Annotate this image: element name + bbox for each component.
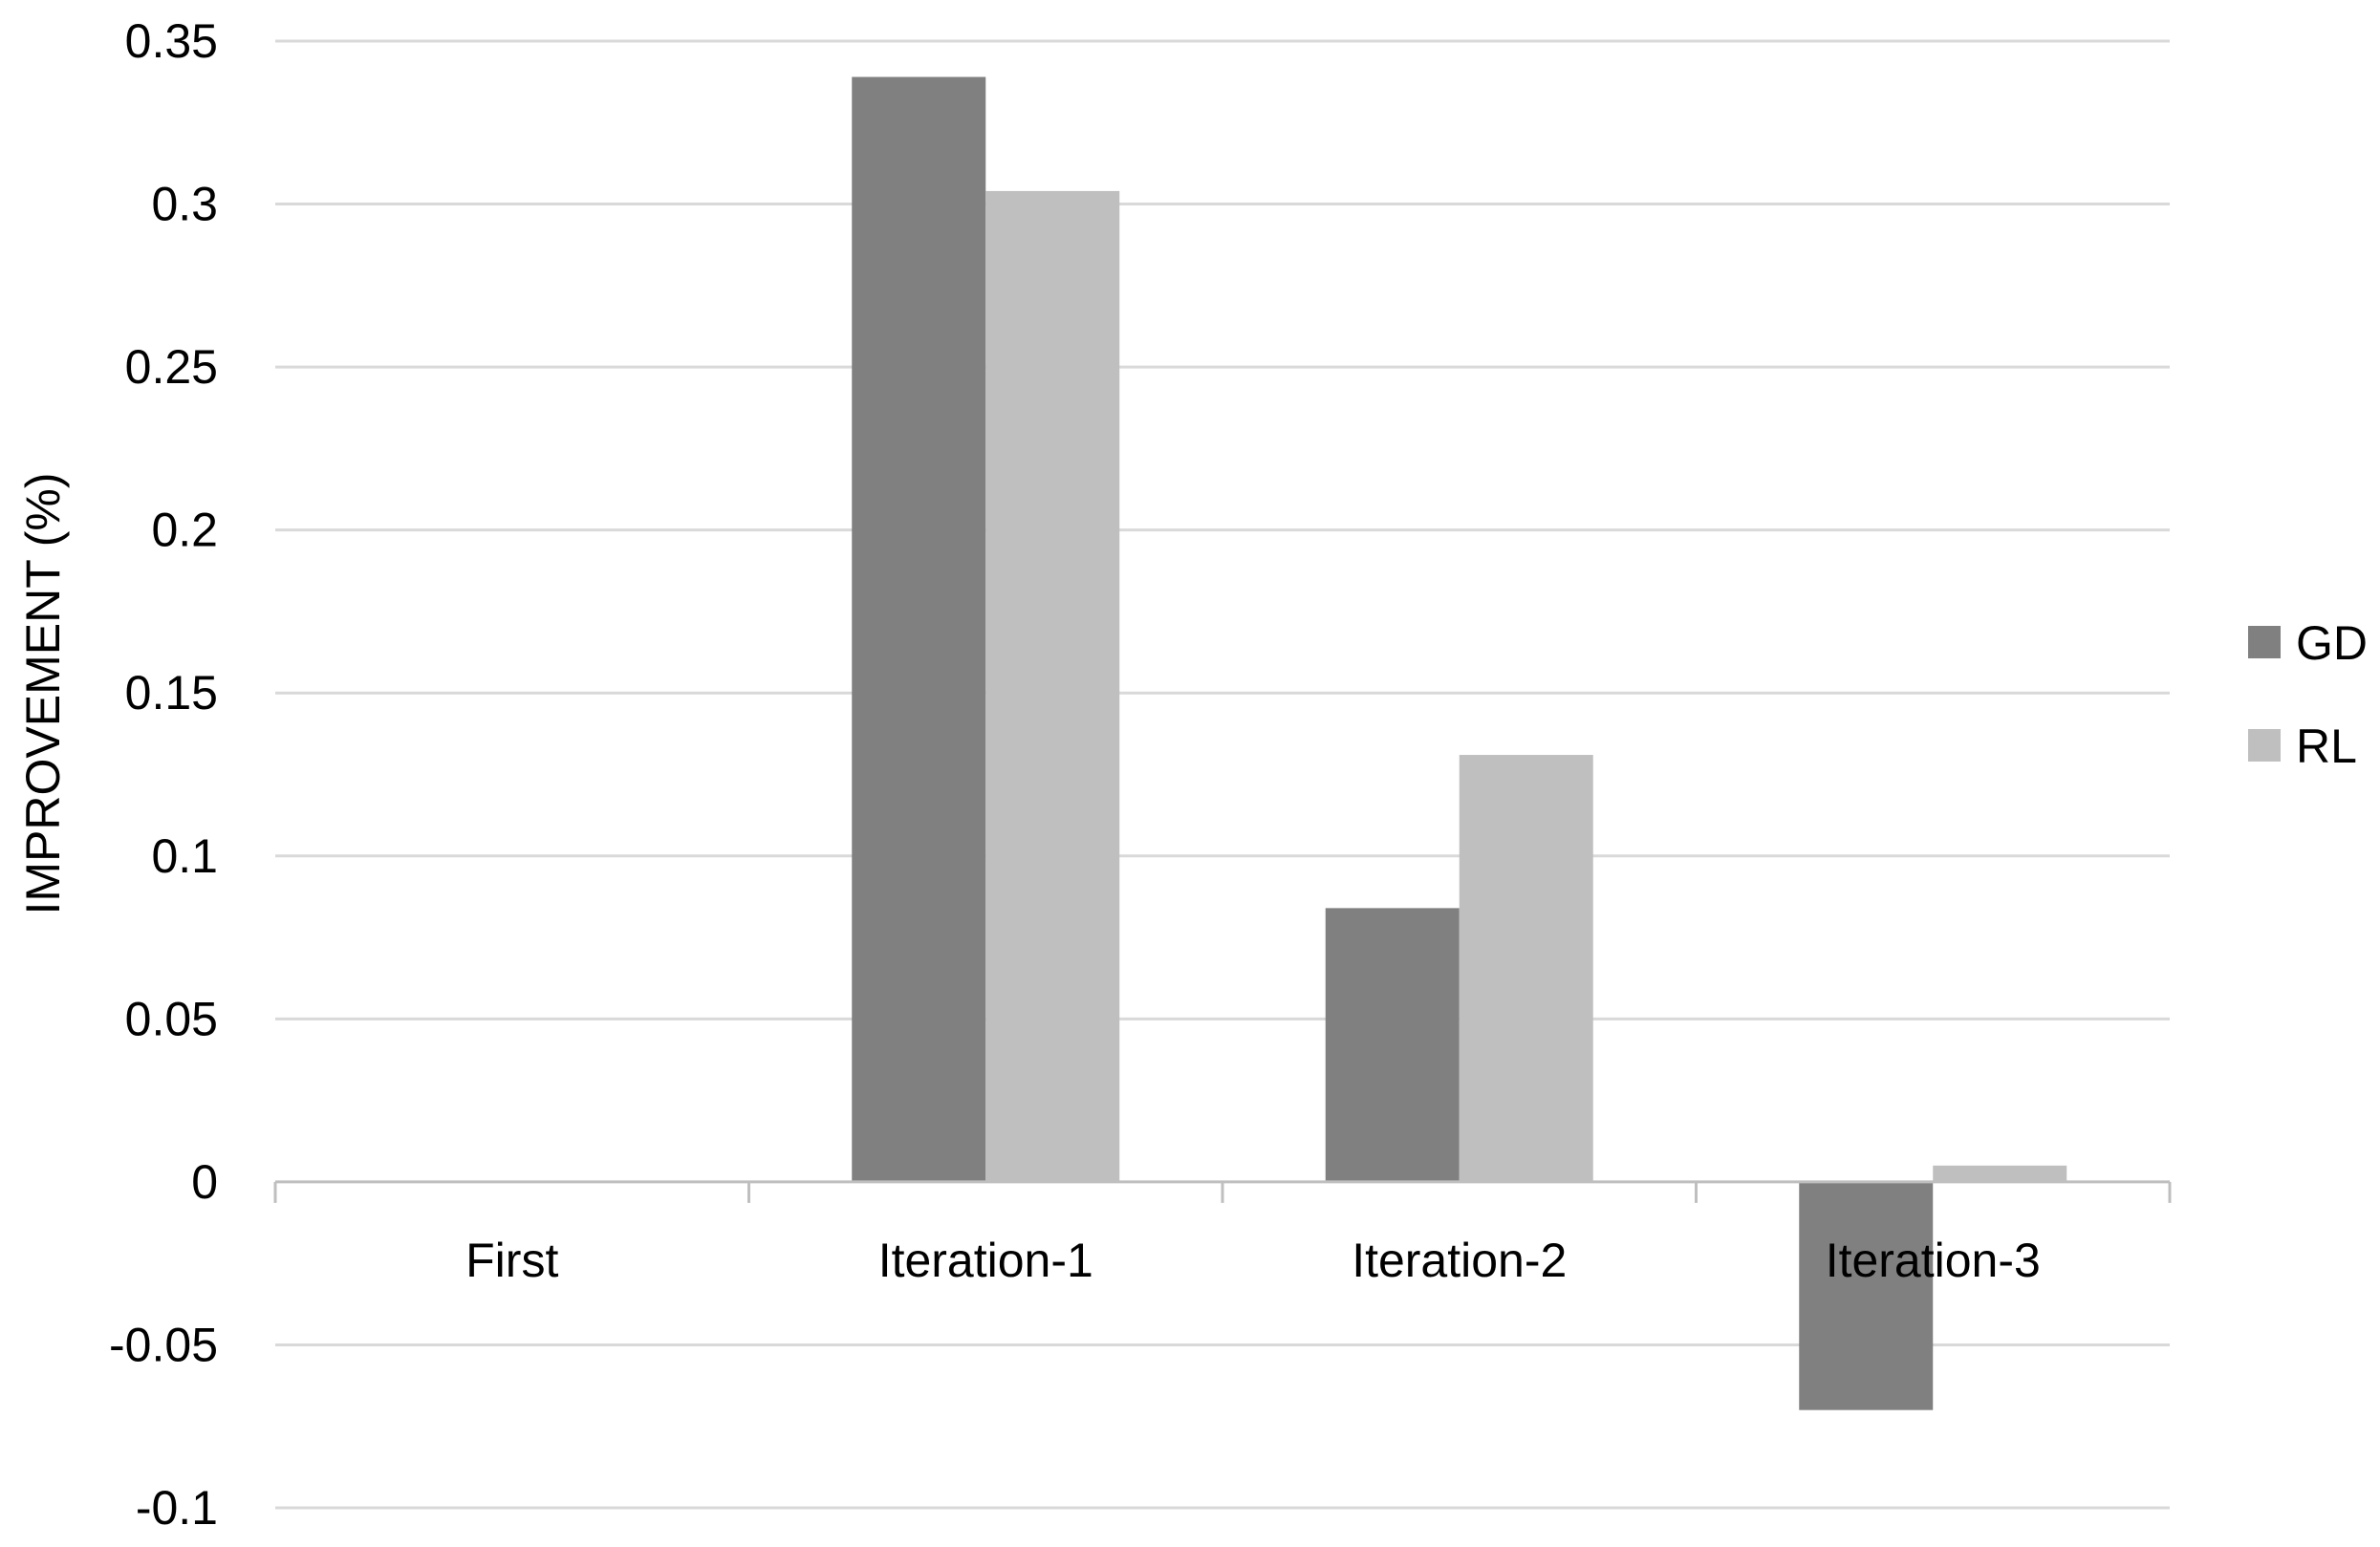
y-tick-label: 0.3 — [151, 178, 218, 231]
legend: GD RL — [2248, 616, 2368, 773]
y-tick-label: 0.25 — [125, 340, 218, 394]
y-tick-labels: -0.1 -0.05 0 0.05 0.1 0.15 0.2 0.25 0.3 0.35 — [109, 14, 218, 1535]
bar-rl-iteration-1 — [985, 190, 1120, 1182]
bar-rl-iteration-3 — [1933, 1165, 2067, 1182]
y-tick-label: 0.1 — [151, 829, 218, 883]
legend-swatch-gd — [2248, 626, 2281, 658]
x-tick-label: Iteration-2 — [1352, 1234, 1567, 1287]
x-tick-label: First — [465, 1234, 558, 1287]
gridlines — [275, 39, 2170, 1510]
x-tick-labels: First Iteration-1 Iteration-2 Iteration-3 — [465, 1234, 2041, 1287]
x-tick-label: Iteration-1 — [878, 1234, 1093, 1287]
x-axis — [273, 1180, 2172, 1203]
y-tick-label: 0.2 — [151, 504, 218, 557]
y-tick-label: 0.15 — [125, 666, 218, 720]
legend-label-rl: RL — [2296, 720, 2357, 773]
y-tick-label: 0 — [191, 1155, 218, 1209]
y-tick-label: 0.35 — [125, 14, 218, 68]
bar-rl-iteration-2 — [1459, 755, 1593, 1182]
x-tick-label: Iteration-3 — [1826, 1234, 2041, 1287]
legend-label-gd: GD — [2296, 616, 2368, 670]
bar-gd-iteration-1 — [852, 76, 986, 1182]
y-tick-label: -0.05 — [109, 1318, 218, 1371]
bar-gd-iteration-2 — [1325, 908, 1460, 1182]
y-tick-label: 0.05 — [125, 992, 218, 1045]
bars — [852, 76, 2067, 1410]
legend-swatch-rl — [2248, 729, 2281, 762]
y-axis-title: IMPROVEMENT (%) — [16, 473, 70, 915]
bar-gd-iteration-3 — [1799, 1181, 1934, 1410]
y-tick-label: -0.1 — [136, 1481, 218, 1535]
